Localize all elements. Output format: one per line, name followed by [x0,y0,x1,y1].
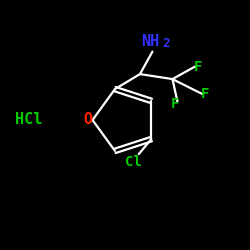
Text: HCl: HCl [15,112,42,128]
Text: O: O [83,112,92,128]
Text: F: F [193,60,202,74]
Text: 2: 2 [162,37,170,50]
Text: F: F [171,97,179,111]
Text: F: F [201,87,209,101]
Text: Cl: Cl [126,154,142,168]
Text: NH: NH [141,34,159,48]
